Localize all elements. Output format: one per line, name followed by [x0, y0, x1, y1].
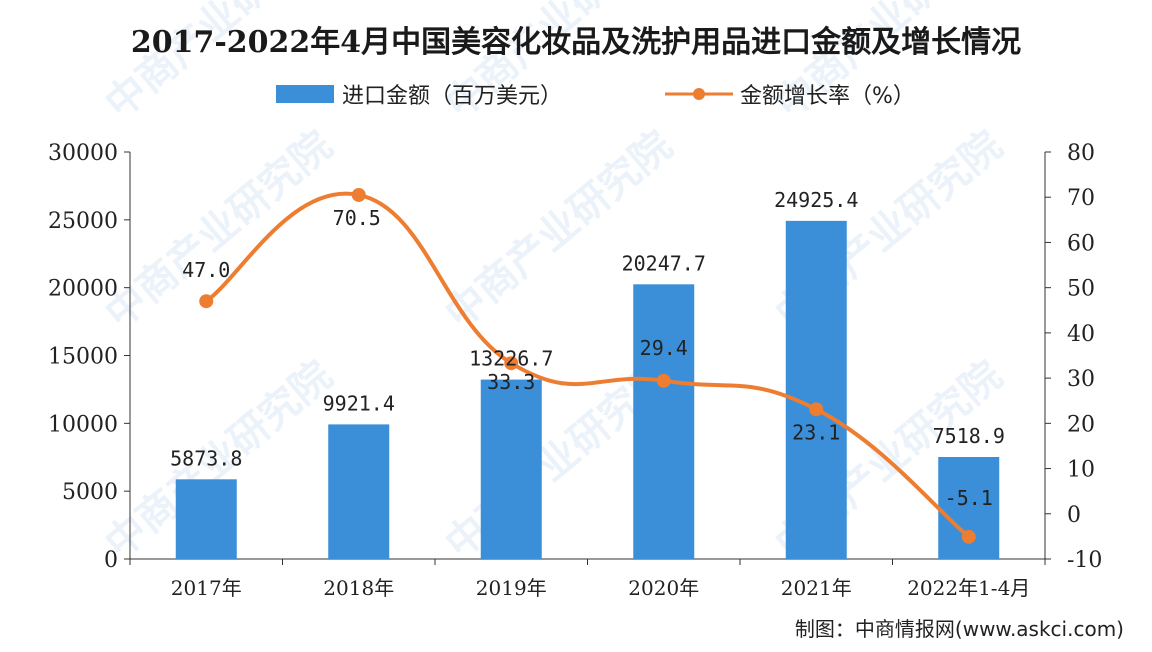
growth-rate-line	[205, 191, 971, 539]
y-right-tick-label: 10	[1067, 458, 1095, 483]
y-left-tick-label: 25000	[48, 209, 118, 234]
y-right-tick-label: 30	[1067, 367, 1095, 392]
x-tick-label: 2019年	[476, 576, 547, 600]
bar-value-label: 13226.7	[469, 347, 553, 371]
y-right-tick-label: 0	[1067, 503, 1081, 528]
x-tick-label: 2020年	[628, 576, 699, 600]
x-tick-label: 2018年	[323, 576, 394, 600]
watermark-text: 中商产业研究院	[97, 122, 341, 337]
bar-value-label: 24925.4	[774, 188, 858, 212]
legend-swatch-bar	[276, 85, 334, 103]
bar-series	[175, 220, 1000, 560]
bar	[328, 424, 390, 559]
line-value-label: 23.1	[792, 420, 840, 444]
y-right-tick-label: 20	[1067, 412, 1095, 437]
line-value-label: -5.1	[945, 486, 993, 510]
axes: 0 5000 10000 15000 20000 25000 30000 -10 0 10 20 30…	[48, 141, 1102, 600]
line-point	[809, 402, 824, 417]
y-left-tick-label: 15000	[48, 345, 118, 370]
y-right-tick-label: 60	[1067, 231, 1095, 256]
x-tick-label: 2022年1-4月	[907, 576, 1030, 600]
legend: 进口金额（百万美元） 金额增长率（%）	[276, 84, 915, 109]
y-right-tick-label: 70	[1067, 186, 1095, 211]
bar	[633, 284, 695, 559]
line-point	[656, 373, 671, 388]
legend-label-import-amount: 进口金额（百万美元）	[342, 84, 562, 109]
source-note: 制图：中商情报网(www.askci.com)	[795, 617, 1124, 641]
y-right-tick-label: 50	[1067, 277, 1095, 302]
x-tick-label: 2021年	[781, 576, 852, 600]
line-point	[199, 294, 214, 309]
bar-value-label: 9921.4	[323, 391, 395, 415]
legend-swatch-marker	[693, 88, 705, 100]
line-value-label: 70.5	[333, 206, 381, 230]
bar-value-label: 5873.8	[170, 446, 242, 470]
line-point	[351, 187, 366, 202]
bar-value-label: 20247.7	[622, 251, 706, 275]
y-left-tick-label: 30000	[48, 141, 118, 166]
watermark-text: 中商产业研究院	[97, 0, 341, 128]
y-right-tick-label: 80	[1067, 141, 1095, 166]
line-point	[504, 356, 519, 371]
chart-title: 2017-2022年4月中国美容化妆品及洗护用品进口金额及增长情况	[131, 25, 1021, 60]
y-left-tick-label: 0	[104, 548, 118, 573]
x-tick-label: 2017年	[171, 576, 242, 600]
line-value-label: 47.0	[182, 258, 230, 282]
line-point	[961, 529, 976, 544]
line-value-label: 33.3	[487, 370, 535, 394]
line-series	[199, 187, 976, 544]
y-right-tick-label: 40	[1067, 322, 1095, 347]
bar	[480, 379, 542, 559]
y-left-tick-label: 20000	[48, 277, 118, 302]
legend-label-growth-rate: 金额增长率（%）	[740, 84, 915, 109]
y-left-tick-label: 5000	[62, 480, 118, 505]
y-left-tick-label: 10000	[48, 412, 118, 437]
y-right-tick-label: -10	[1067, 548, 1102, 573]
bar	[785, 220, 847, 560]
bar	[175, 479, 237, 559]
data-labels: 5873.8 9921.4 13226.7 20247.7 24925.4 7518.9 4…	[170, 188, 1005, 510]
bar-value-label: 7518.9	[933, 424, 1005, 448]
line-value-label: 29.4	[640, 336, 688, 360]
